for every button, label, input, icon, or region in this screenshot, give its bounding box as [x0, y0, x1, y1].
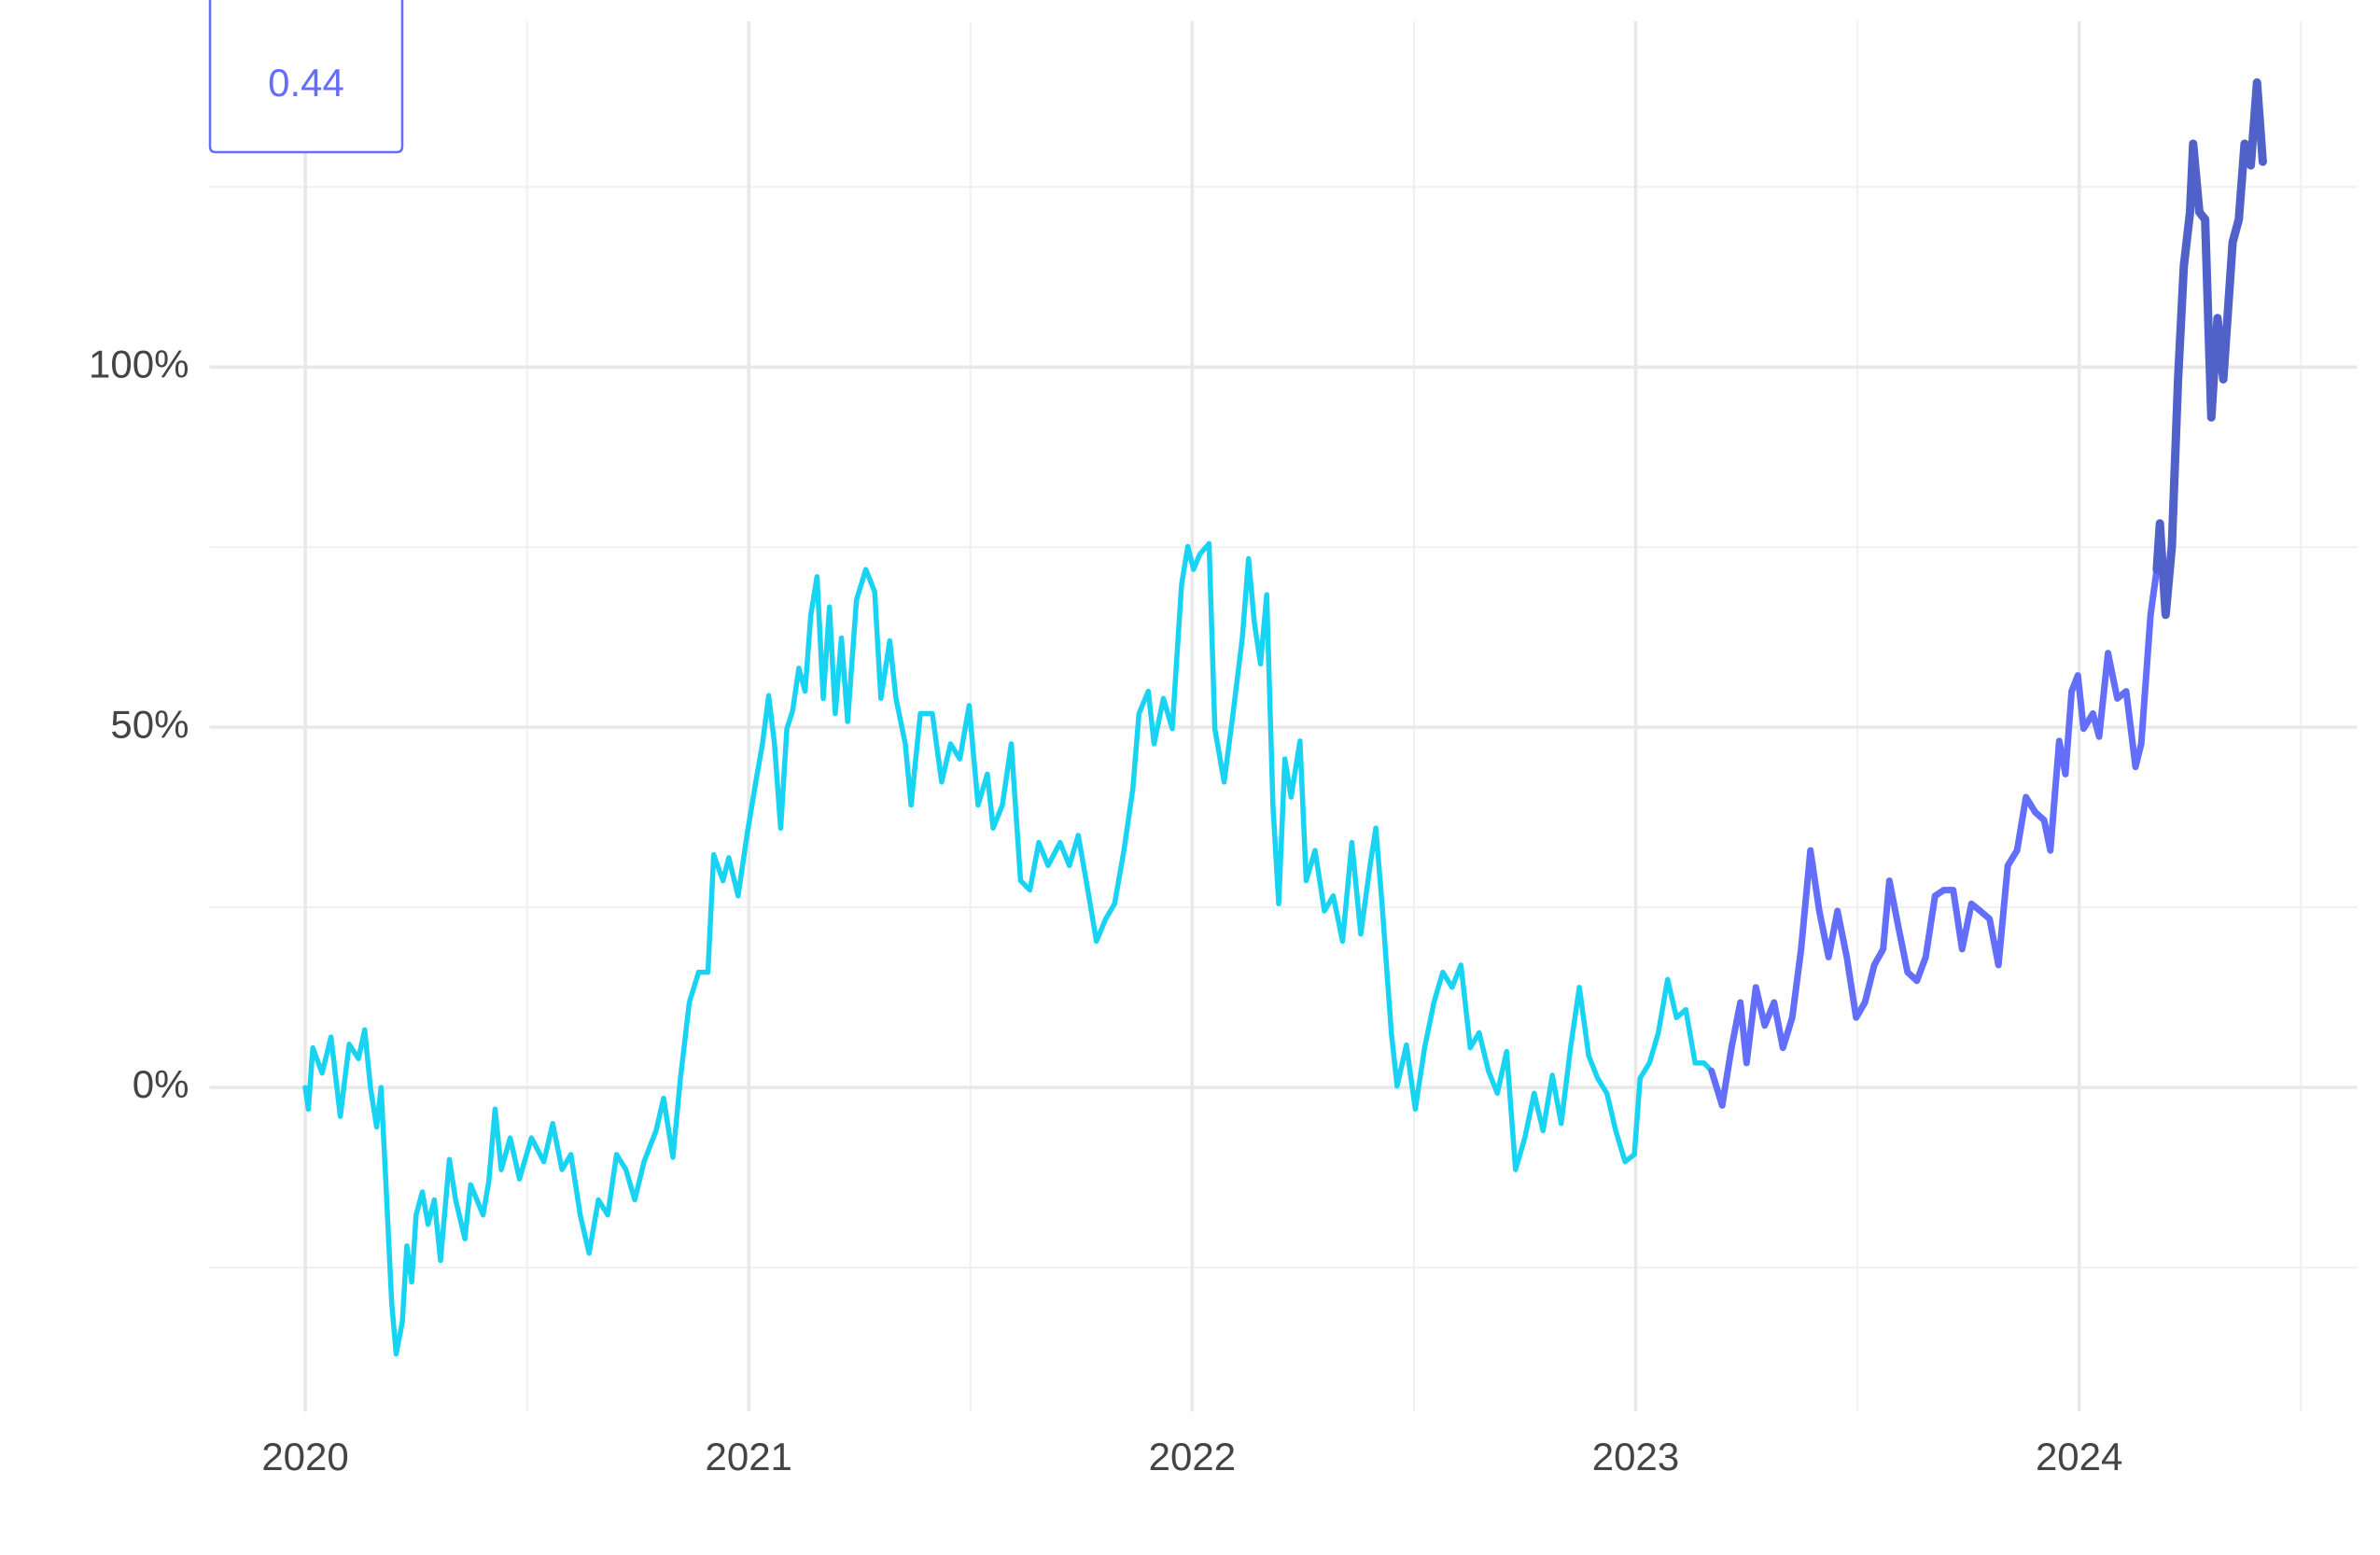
x-tick-label: 2023 — [1592, 1435, 1679, 1478]
grid: 0% 50% 100% 2020 2021 2022 2023 2024 — [89, 21, 2358, 1478]
tooltip-text: 0.44 — [268, 61, 344, 105]
series-line — [2152, 77, 2267, 620]
lines — [302, 77, 2267, 1357]
y-tick-label: 50% — [110, 702, 189, 746]
y-tick-label: 0% — [133, 1062, 189, 1106]
x-tick-label: 2020 — [261, 1435, 348, 1478]
x-tick-label: 2024 — [2036, 1435, 2122, 1478]
x-tick-label: 2021 — [705, 1435, 791, 1478]
tooltip-box — [208, 0, 404, 154]
x-tick-label: 2022 — [1149, 1435, 1236, 1478]
series-line — [1708, 566, 2161, 1109]
series-line — [302, 540, 1715, 1357]
y-tick-label: 100% — [89, 342, 189, 385]
